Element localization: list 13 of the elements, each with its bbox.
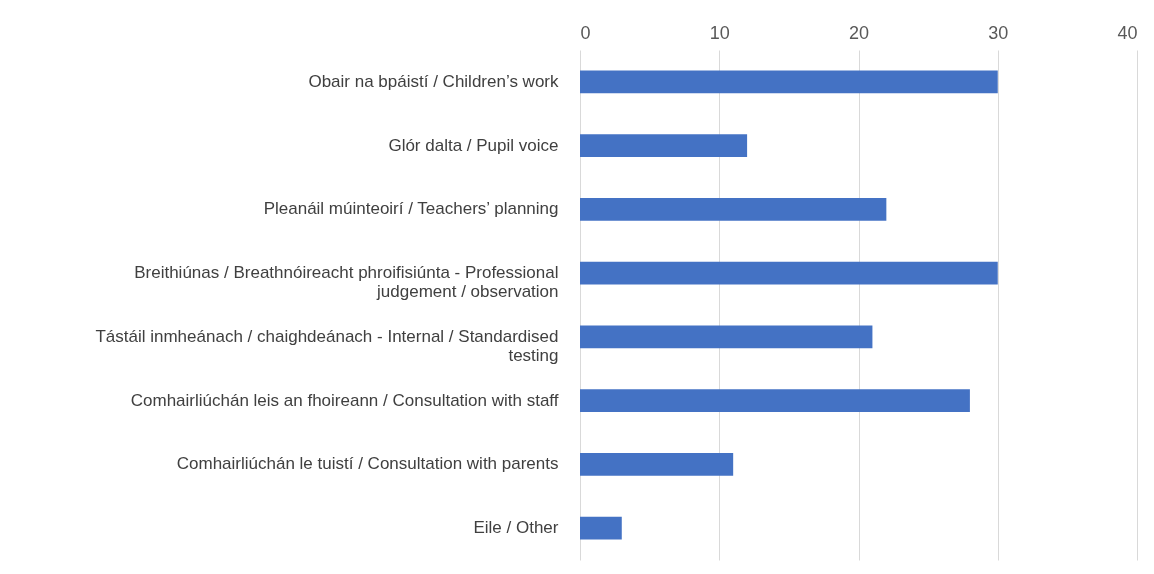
x-tick-label: 40 bbox=[1117, 22, 1138, 43]
x-tick-label: 20 bbox=[848, 22, 870, 43]
x-tick-label: 10 bbox=[709, 22, 730, 43]
y-tick-label: Eile / Other bbox=[473, 518, 559, 538]
y-tick-label: Comhairliúchán leis an fhoireann / Consultation with staff bbox=[130, 390, 559, 410]
y-tick-label: Tástáil inmheánach / chaighdeánach - Internal / Standardised testing bbox=[95, 326, 559, 365]
x-tick-label: 0 bbox=[580, 22, 591, 43]
y-tick-label: Pleanáil múinteoirí / Teachers’ planning bbox=[263, 199, 559, 219]
x-tick-label: 30 bbox=[988, 22, 1009, 43]
y-tick-label: Glór dalta / Pupil voice bbox=[388, 135, 559, 155]
y-tick-label: Breithiúnas / Breathnóireacht phroifisiúnta - Professional judgement / observation bbox=[134, 263, 559, 302]
y-tick-label: Obair na bpáistí / Children’s work bbox=[308, 71, 559, 91]
y-tick-label: Comhairliúchán le tuistí / Consultation with parents bbox=[176, 454, 559, 474]
